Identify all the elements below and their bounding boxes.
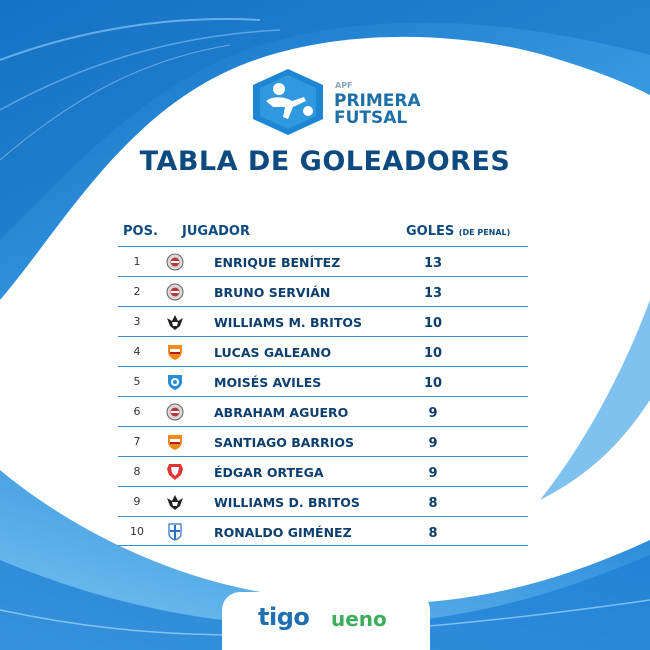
player-name: ABRAHAM AGUERO [214,405,349,420]
row-position: 5 [133,375,141,388]
goals-count: 8 [428,526,438,541]
table-row: 8 ÉDGAR ORTEGA 9 [118,456,528,486]
goals-count: 9 [428,466,438,481]
league-logo: APF PRIMERA FUTSAL [248,67,421,137]
player-name: RONALDO GIMÉNEZ [214,525,352,540]
blue-shield-crest-icon [168,375,182,390]
header-player: JUGADOR [182,224,250,239]
table-row: 2 BRUNO SERVIÁN 13 [118,276,528,306]
scorers-table: 1 ENRIQUE BENÍTEZ 13 2 BRUNO SERVIÁN 13 3 WILLI… [118,246,528,546]
goals-count: 9 [428,406,438,421]
table-row: 5 MOISÉS AVILES 10 [118,366,528,396]
row-position: 6 [133,405,141,418]
goals-count: 8 [428,496,438,511]
goals-count: 10 [423,316,443,331]
row-position: 2 [133,285,141,298]
table-row: 3 WILLIAMS M. BRITOS 10 [118,306,528,336]
red-shield-crest-icon [167,464,183,480]
table-row: 6 ABRAHAM AGUERO 9 [118,396,528,426]
blue-white-shield-crest-icon [168,523,182,541]
table-row: 10 RONALDO GIMÉNEZ 8 [118,516,528,546]
brand-line2: FUTSAL [334,108,408,128]
row-position: 3 [133,315,141,328]
goals-count: 13 [423,256,443,271]
apf-label: APF [335,81,353,90]
goals-count: 10 [423,346,443,361]
goals-count: 13 [423,286,443,301]
black-eagle-crest-icon [167,315,183,330]
header-goals: GOLES (DE PENAL) [406,224,510,239]
round-grey-crest-icon [166,403,184,421]
black-eagle-crest-icon [167,495,183,510]
player-name: BRUNO SERVIÁN [214,285,331,300]
goals-count: 9 [428,436,438,451]
table-row: 7 SANTIAGO BARRIOS 9 [118,426,528,456]
brand-line1: PRIMERA [334,91,421,111]
player-name: WILLIAMS M. BRITOS [214,315,362,330]
row-position: 1 [133,255,141,268]
player-name: SANTIAGO BARRIOS [214,435,354,450]
round-grey-crest-icon [166,253,184,271]
player-name: LUCAS GALEANO [214,345,332,360]
row-position: 9 [133,495,141,508]
player-name: ENRIQUE BENÍTEZ [214,255,341,270]
header-goals-note: (DE PENAL) [458,228,511,237]
player-name: WILLIAMS D. BRITOS [214,495,360,510]
ueno-logo: ueno [331,607,387,631]
row-position: 7 [133,435,141,448]
row-position: 8 [133,465,141,478]
header-goals-label: GOLES [406,224,455,239]
table-row: 1 ENRIQUE BENÍTEZ 13 [118,246,528,276]
goals-count: 10 [423,376,443,391]
sponsor-bar [222,592,430,650]
header-pos: POS. [123,224,158,239]
player-name: MOISÉS AVILES [214,375,322,390]
round-grey-crest-icon [166,283,184,301]
page-title: TABLA DE GOLEADORES [139,146,511,177]
orange-shield-crest-icon [168,345,182,360]
orange-shield-crest-icon [168,435,182,450]
player-name: ÉDGAR ORTEGA [214,465,324,480]
tigo-logo: tigo [258,603,310,631]
table-row: 9 WILLIAMS D. BRITOS 8 [118,486,528,516]
row-position: 10 [130,525,144,538]
row-position: 4 [133,345,141,358]
futsal-player-icon [253,69,323,135]
table-row: 4 LUCAS GALEANO 10 [118,336,528,366]
